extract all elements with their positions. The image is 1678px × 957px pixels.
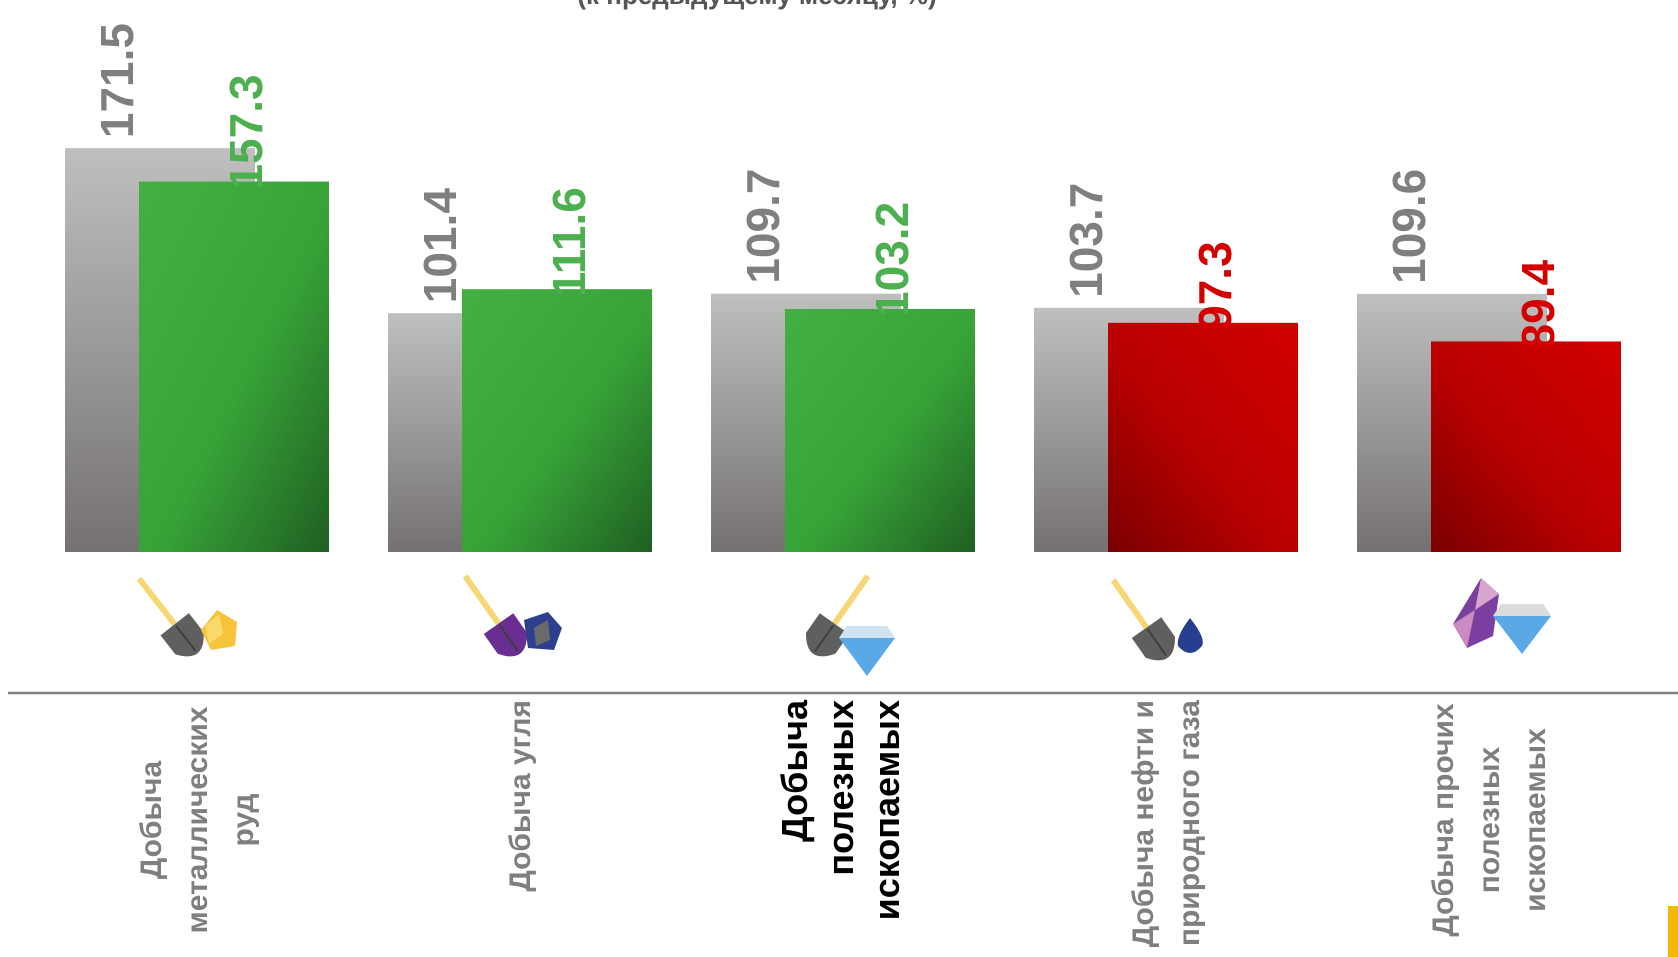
label-current-4: 89.4 [1512, 260, 1564, 350]
category-label-2: Добыча полезных ископаемых [774, 699, 907, 920]
shovel-oil-drop-icon [1110, 578, 1203, 661]
data-labels-layer: 171.5 157.3 101.4 111.6 109.7 103.2 103.7 97.3 1… [91, 23, 1564, 349]
category-label-line: полезных [1473, 746, 1506, 893]
label-previous-0: 171.5 [91, 23, 143, 138]
label-previous-1: 101.4 [414, 188, 466, 304]
label-previous-3: 103.7 [1060, 183, 1112, 298]
shovel-diamond-icon [805, 574, 895, 676]
bar-current-0 [139, 181, 329, 552]
category-label-line: руд [227, 794, 260, 847]
category-label-line: ископаемых [866, 700, 907, 920]
category-label-3: Добыча нефти и природного газа [1127, 700, 1206, 948]
category-label-line: Добыча [135, 761, 168, 880]
icons-layer [136, 574, 1551, 676]
bars-layer [65, 148, 1621, 552]
shovel-gold-ore-icon [136, 576, 237, 657]
category-label-4: Добыча прочих полезных ископаемых [1427, 703, 1552, 937]
category-labels-layer: Добыча металлических руд Добыча угля Добыча п… [135, 699, 1552, 947]
category-label-line: Добыча нефти и [1127, 700, 1160, 947]
category-label-line: Добыча угля [504, 700, 537, 892]
bar-current-2 [785, 308, 975, 552]
category-label-line: металлических [181, 706, 214, 933]
label-current-1: 111.6 [543, 187, 595, 297]
category-label-line: природного газа [1173, 700, 1206, 946]
corner-accent-mark [1668, 906, 1678, 957]
category-label-1: Добыча угля [504, 700, 537, 892]
category-label-0: Добыча металлических руд [135, 706, 260, 933]
label-current-0: 157.3 [220, 74, 272, 189]
category-label-line: Добыча [774, 699, 815, 842]
chart-subtitle: (к предыдущему месяцу, %) [577, 0, 936, 10]
crystal-diamond-icon [1453, 578, 1551, 654]
category-label-line: ископаемых [1519, 728, 1552, 912]
label-previous-4: 109.6 [1383, 169, 1435, 284]
bar-current-1 [462, 289, 652, 552]
label-current-2: 103.2 [866, 202, 918, 317]
category-label-line: полезных [820, 700, 861, 876]
category-label-line: Добыча прочих [1427, 703, 1460, 937]
bar-current-4 [1431, 341, 1621, 552]
shovel-coal-icon [462, 574, 562, 657]
label-current-3: 97.3 [1189, 241, 1241, 331]
label-previous-2: 109.7 [737, 169, 789, 284]
bar-current-3 [1108, 322, 1298, 552]
